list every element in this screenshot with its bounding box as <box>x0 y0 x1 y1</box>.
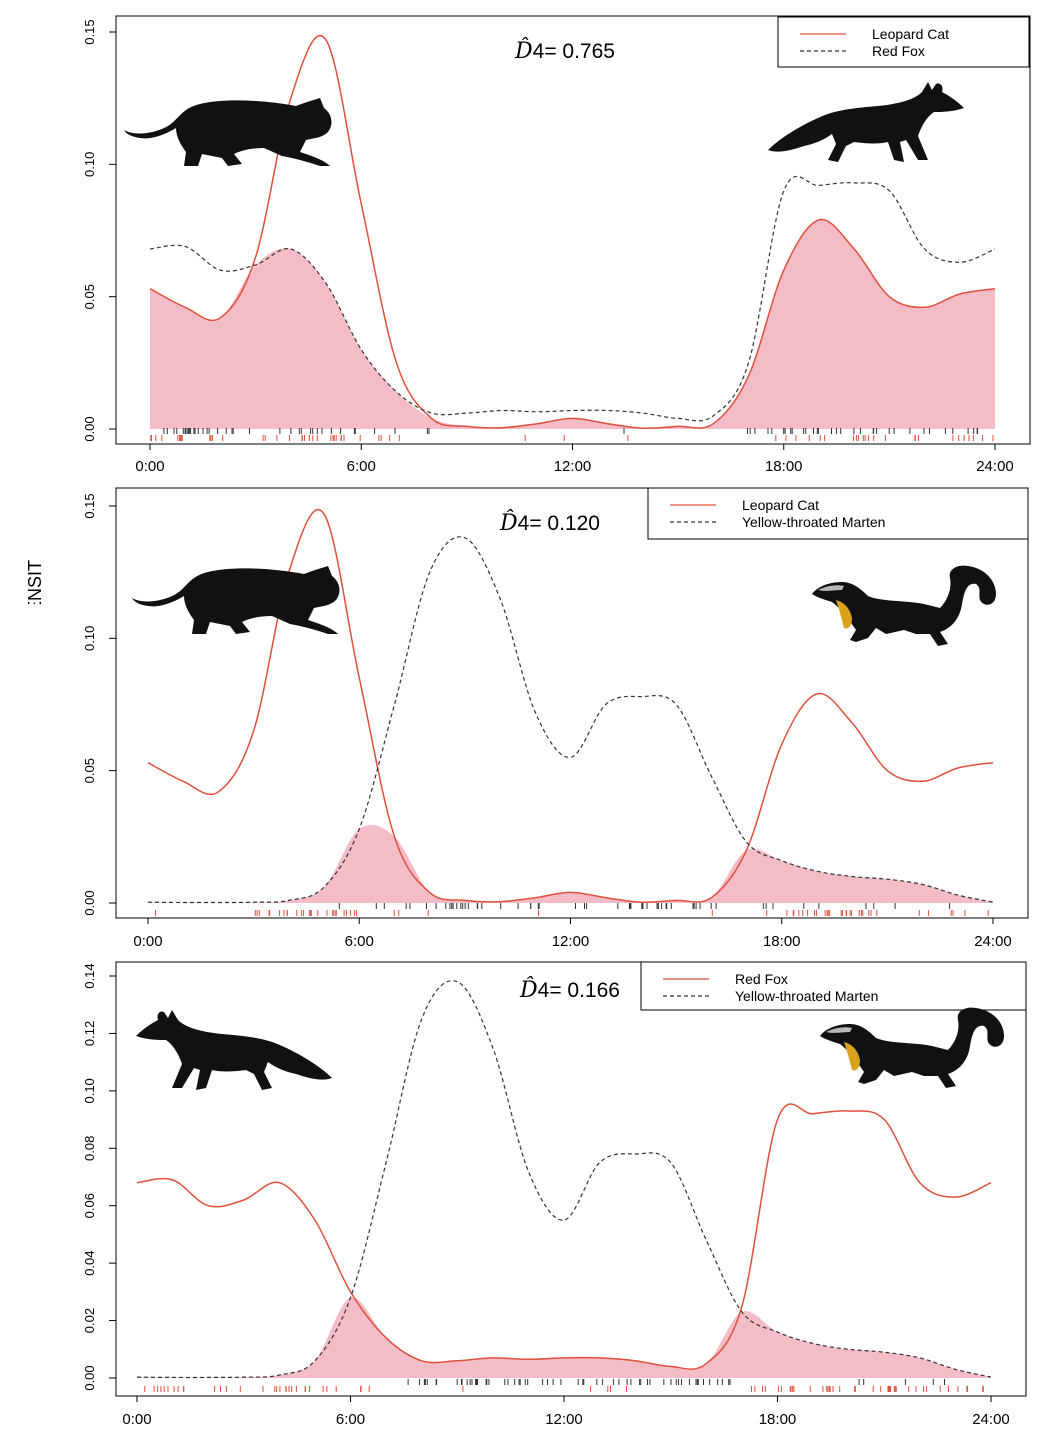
yellow-throated-marten-silhouette-icon <box>820 1007 1004 1088</box>
red-fox-silhouette-icon <box>768 82 964 162</box>
overlap-statistic: D̂4= 0.765 <box>514 38 615 64</box>
legend-label: Leopard Cat <box>742 497 819 513</box>
chart-panel-1: 0.00 0.05 0.10 0.15 0:00 6:00 12:00 18:00 24:00 D… <box>82 15 1031 475</box>
cat-body <box>124 98 332 166</box>
overlap-statistic: D̂4= 0.120 <box>499 510 600 536</box>
x-tick-label: 24:00 <box>974 933 1012 950</box>
y-tick-label: 0.10 <box>82 626 97 651</box>
yellow-throated-marten-silhouette-icon <box>812 565 996 646</box>
marten-throat-patch <box>844 1042 860 1071</box>
y-tick-label: 0.00 <box>82 890 97 915</box>
overlap-area <box>150 219 995 429</box>
overlap-symbol: D̂ <box>519 977 538 1003</box>
y-tick-label: 0.06 <box>82 1193 97 1218</box>
y-tick-label: 0.00 <box>82 416 97 441</box>
legend-box <box>647 487 1029 540</box>
legend-label: Yellow-throated Marten <box>742 514 885 530</box>
plot-frame <box>115 961 1027 1397</box>
chart-panel-2: 0.00 0.05 0.10 0.15 0:00 6:00 12:00 18:00 24:00 D… <box>82 487 1029 950</box>
x-tick-label: 24:00 <box>972 1411 1010 1428</box>
marten-face-marking <box>826 1027 852 1033</box>
fox-body <box>768 82 964 162</box>
y-tick-label: 0.14 <box>82 963 97 988</box>
x-tick-label: 18:00 <box>765 458 803 475</box>
leopard-cat-silhouette-icon <box>124 98 332 166</box>
legend-label: Red Fox <box>735 971 788 987</box>
leopard-cat-silhouette-icon <box>132 566 340 634</box>
y-tick-label: 0.05 <box>82 758 97 783</box>
series-line-1 <box>147 508 994 904</box>
chart-panel-3: 0.00 0.02 0.04 0.06 0.08 0.10 0.12 0.14 0:00 6:00… <box>82 961 1027 1428</box>
overlap-statistic: D̂4= 0.166 <box>519 977 620 1003</box>
legend-label: Leopard Cat <box>872 26 949 42</box>
legend-box <box>640 961 1027 1011</box>
y-tick-label: 0.08 <box>82 1136 97 1161</box>
series-line-2 <box>147 536 994 904</box>
series-line-2 <box>149 175 996 422</box>
marten-face-marking <box>818 585 844 591</box>
overlap-symbol: D̂ <box>499 510 518 536</box>
overlap-symbol: D̂ <box>514 38 533 64</box>
x-tick-label: 18:00 <box>763 933 801 950</box>
x-tick-label: 0:00 <box>122 1411 151 1428</box>
y-tick-label: 0.15 <box>82 19 97 44</box>
y-tick-label: 0.04 <box>82 1250 97 1275</box>
y-tick-label: 0.05 <box>82 284 97 309</box>
y-tick-label: 0.12 <box>82 1021 97 1046</box>
fox-body <box>136 1010 332 1090</box>
legend-label: Red Fox <box>872 43 925 59</box>
red-fox-silhouette-icon <box>136 1010 332 1090</box>
y-axis-label-text: DENSITY <box>25 560 45 604</box>
overlap-area <box>148 824 993 903</box>
x-tick-label: 12:00 <box>552 933 590 950</box>
series-line-2 <box>136 980 992 1379</box>
x-tick-label: 0:00 <box>133 933 162 950</box>
marten-throat-patch <box>836 600 852 629</box>
y-tick-label: 0.10 <box>82 1078 97 1103</box>
y-axis-label: DENSITY <box>25 560 45 604</box>
series-line-1 <box>136 1103 992 1370</box>
marten-body <box>820 1007 1004 1088</box>
x-tick-label: 6:00 <box>336 1411 365 1428</box>
overlap-value: 4= 0.765 <box>533 40 615 63</box>
y-tick-label: 0.02 <box>82 1308 97 1333</box>
cat-body <box>132 566 340 634</box>
marten-body <box>812 565 996 646</box>
overlap-area <box>137 1297 991 1378</box>
x-tick-label: 6:00 <box>347 458 376 475</box>
plot-frame <box>115 487 1029 919</box>
y-tick-label: 0.15 <box>82 493 97 518</box>
x-tick-label: 12:00 <box>554 458 592 475</box>
y-tick-label: 0.00 <box>82 1365 97 1390</box>
x-tick-label: 12:00 <box>545 1411 583 1428</box>
y-tick-label: 0.10 <box>82 152 97 177</box>
overlap-value: 4= 0.120 <box>518 512 600 535</box>
x-tick-label: 24:00 <box>976 458 1014 475</box>
x-tick-label: 18:00 <box>759 1411 797 1428</box>
x-tick-label: 6:00 <box>345 933 374 950</box>
legend-label: Yellow-throated Marten <box>735 988 878 1004</box>
legend-box <box>777 16 1030 68</box>
overlap-value: 4= 0.166 <box>538 979 620 1002</box>
x-tick-label: 0:00 <box>135 458 164 475</box>
